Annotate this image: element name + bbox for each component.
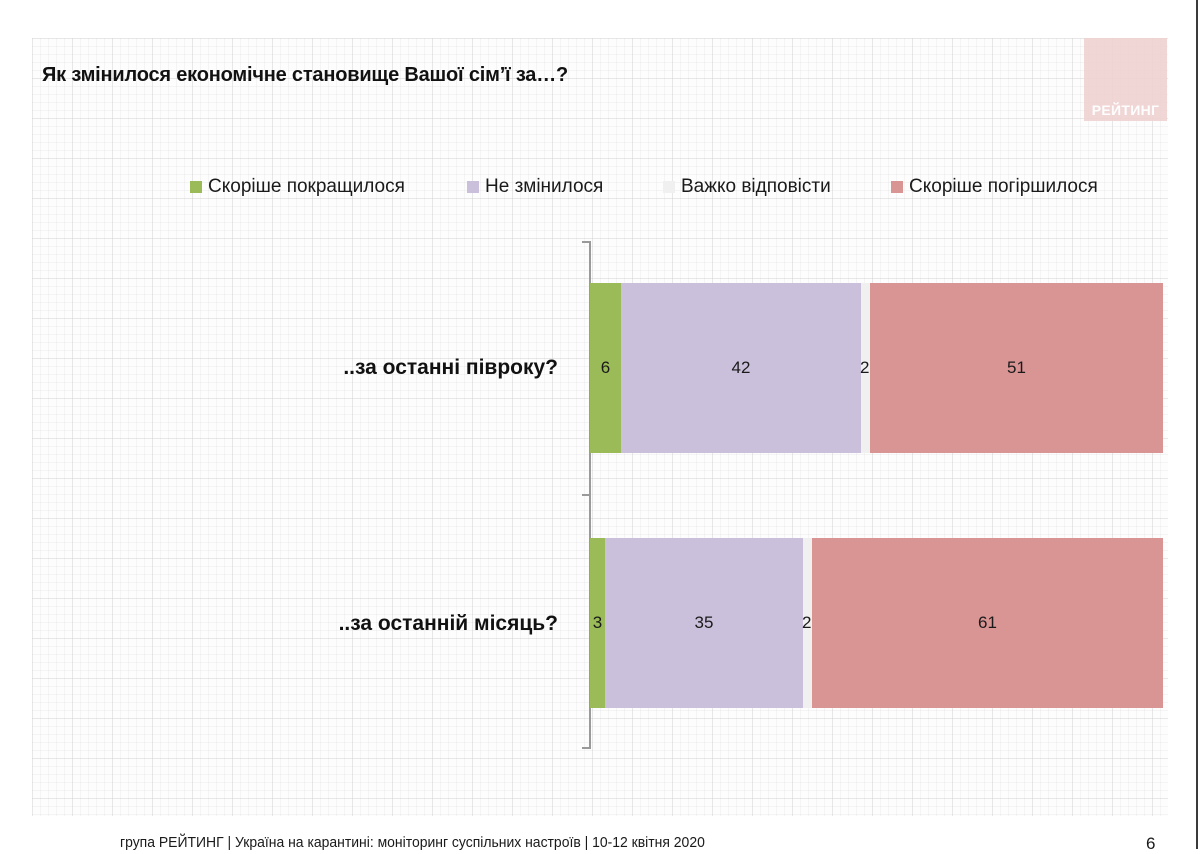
legend-item-unchanged: Не змінилося [467,176,603,198]
legend-swatch-icon [663,181,675,193]
segment-improved: 6 [590,283,621,453]
chart-title: Як змінилося економічне становище Вашої … [42,64,569,86]
page-number: 6 [1146,834,1156,853]
row-label-half-year: ..за останні півроку? [343,356,558,379]
value-label: 42 [731,358,751,377]
legend-label: Скоріше покращилося [208,176,405,197]
segment-hard-to-say: 2 [860,283,870,453]
legend-item-improved: Скоріше покращилося [190,176,405,198]
segment-worsened: 61 [812,538,1163,708]
footer-text: група РЕЙТИНГ | Україна на карантині: мо… [120,834,705,851]
bar-month: 3 35 2 61 [590,538,1163,708]
segment-unchanged: 42 [621,283,861,453]
bar-half-year: 6 42 2 51 [590,283,1163,453]
axis-tick [582,494,590,496]
value-label: 2 [860,358,870,377]
legend-item-worsened: Скоріше погіршилося [891,176,1098,198]
legend-label: Скоріше погіршилося [909,176,1098,197]
legend-swatch-icon [190,181,202,193]
segment-improved: 3 [590,538,605,708]
legend-swatch-icon [467,181,479,193]
value-label: 51 [1007,358,1026,377]
legend-label: Важко відповісти [681,176,831,197]
segment-hard-to-say: 2 [802,538,812,708]
value-label: 35 [694,613,714,632]
value-label: 61 [978,613,997,632]
logo-text: РЕЙТИНГ [1091,102,1160,118]
axis-tick [582,241,590,243]
legend-item-hard-to-say: Важко відповісти [663,176,831,198]
category-axis [589,241,591,749]
logo-reyting: РЕЙТИНГ [1084,38,1167,121]
axis-tick [582,747,590,749]
legend: Скоріше покращилося Не змінилося Важко в… [0,176,1200,200]
legend-swatch-icon [891,181,903,193]
page-edge [1196,0,1198,849]
value-label: 3 [592,613,603,632]
value-label: 2 [802,613,812,632]
segment-unchanged: 35 [605,538,803,708]
segment-worsened: 51 [870,283,1163,453]
row-label-month: ..за останній місяць? [338,612,558,635]
value-label: 6 [600,358,611,377]
legend-label: Не змінилося [485,176,604,197]
